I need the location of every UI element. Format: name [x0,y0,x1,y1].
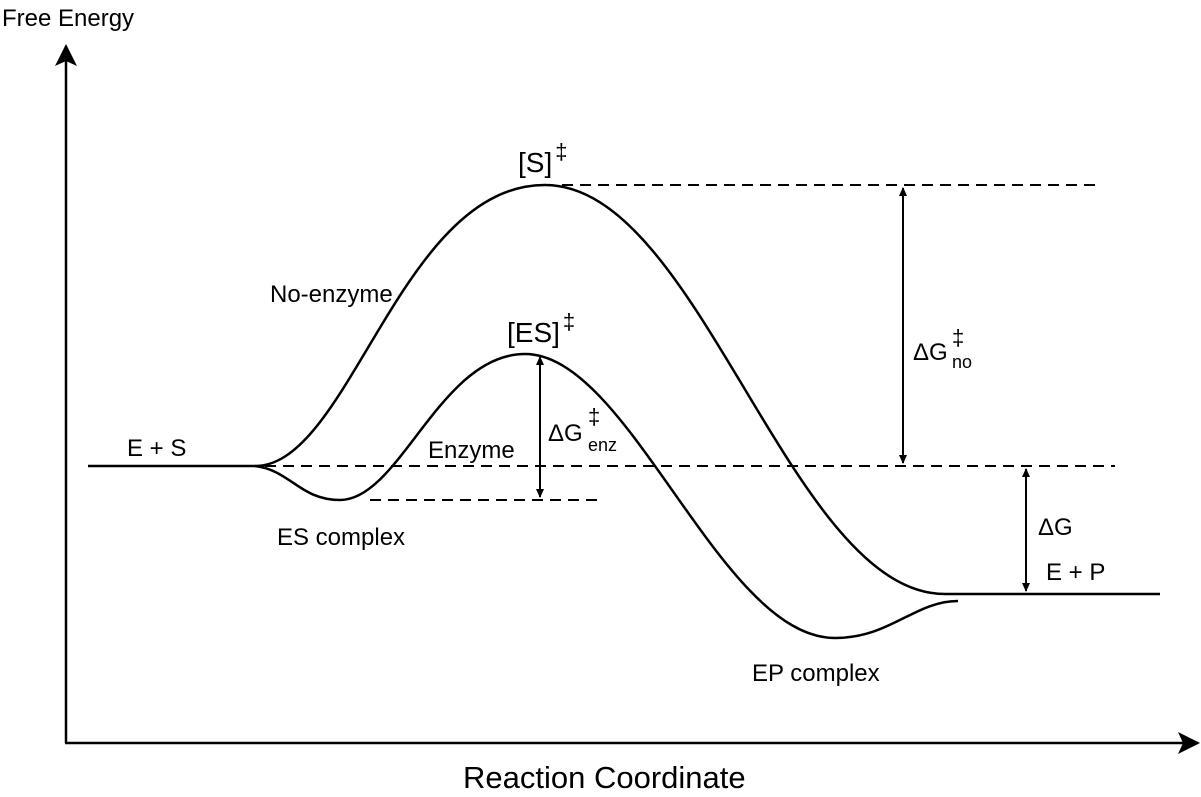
uncatalyzed-ts-label: [S] ‡ [518,139,567,178]
no-enzyme-curve [88,183,1160,596]
dg-no-label: ΔG ‡ no [913,325,972,372]
svg-text:‡: ‡ [952,325,964,350]
reactants-label: E + S [127,435,186,462]
svg-text:enz: enz [588,435,617,455]
svg-text:ΔG: ΔG [548,420,583,447]
dg-label: ΔG [1038,514,1073,541]
svg-text:no: no [952,352,972,372]
enzyme-label: Enzyme [428,437,515,464]
catalyzed-ts-label: [ES] ‡ [507,309,575,348]
x-axis-label: Reaction Coordinate [463,760,746,795]
svg-text:ΔG: ΔG [913,339,948,366]
es-complex-label: ES complex [277,524,405,551]
enzyme-curve [254,352,959,640]
products-label: E + P [1046,559,1105,586]
svg-text:‡: ‡ [588,404,600,429]
y-axis-label: Free Energy [2,5,134,32]
ep-complex-label: EP complex [752,660,880,687]
no-enzyme-label: No-enzyme [270,281,393,308]
dg-enz-label: ΔG ‡ enz [548,404,617,455]
